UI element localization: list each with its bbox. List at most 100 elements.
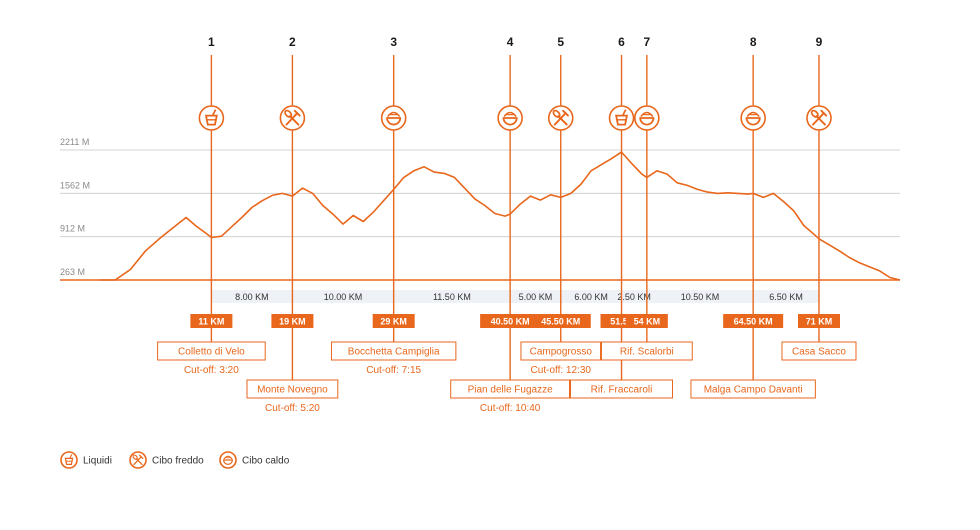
station-name: Malga Campo Davanti: [704, 385, 803, 396]
km-badge-label: 51.50: [610, 317, 633, 327]
grid: 2211 M 1562 M 912 M 263 M: [60, 137, 900, 281]
elevation-profile: [100, 151, 901, 281]
segment-distance-label: 6.00 KM: [574, 292, 608, 302]
cibo-caldo-icon: [634, 105, 660, 131]
liquidi-icon: [608, 105, 635, 131]
station-name: Colletto di Velo: [178, 347, 245, 358]
knife-shape: [135, 458, 143, 466]
station-cutoff: Cut-off: 10:40: [480, 403, 541, 414]
station-name: Pian delle Fugazze: [468, 385, 553, 396]
straw-shape: [211, 109, 217, 116]
km-badge: [625, 314, 668, 328]
station-name-box: [600, 341, 693, 361]
segment-distance-label: 11.50 KM: [433, 292, 471, 302]
km-badge-label: 29 KM: [380, 317, 407, 327]
knife-blade: [132, 454, 138, 460]
legend: Liquidi Cibo freddo Cibo caldo: [60, 451, 290, 469]
station-name: Rif. Fraccaroli: [591, 385, 653, 396]
dome-shape: [503, 111, 517, 118]
legend-label: Cibo freddo: [152, 456, 204, 467]
station-4: 4 40.50 KM Pian delle Fugazze Cut-off: 10:4…: [450, 35, 571, 414]
station-9: 9 71 KM Casa Sacco: [781, 35, 857, 361]
bowl-shape: [222, 459, 234, 465]
cibo-freddo-icon: [547, 105, 574, 131]
segment-distance-label: 6.50 KM: [769, 292, 803, 302]
station-name: Rif. Scalorbi: [620, 347, 674, 358]
station-cutoff: Cut-off: 12:30: [531, 365, 592, 376]
station-number: 3: [390, 35, 397, 49]
km-badge-label: 54 KM: [634, 317, 661, 327]
station-name-box: [690, 379, 816, 399]
station-5: 5 45.50 KM Campogrosso Cut-off: 12:30: [520, 35, 602, 376]
knife-shape: [815, 115, 826, 126]
cibo-caldo-icon: [497, 105, 523, 131]
station-name-box: [157, 341, 266, 361]
km-badge: [372, 314, 415, 328]
y-tick-label: 912 M: [60, 224, 85, 234]
station-name-box: [520, 341, 602, 361]
bowl-shape: [745, 117, 761, 126]
station-number: 5: [557, 35, 564, 49]
km-badge: [480, 314, 541, 328]
station-number: 9: [816, 35, 823, 49]
station-name-box: [450, 379, 571, 399]
km-badge-label: 71 KM: [806, 317, 833, 327]
station-3: 3 29 KM Bocchetta Campiglia Cut-off: 7:15: [330, 35, 457, 376]
knife-shape: [557, 115, 568, 126]
fork-head: [138, 454, 144, 460]
station-name: Bocchetta Campiglia: [348, 347, 440, 358]
km-badge-label: 40.50 KM: [491, 317, 530, 327]
elevation-line: [100, 151, 901, 281]
station-2: 2 19 KM Monte Novegno Cut-off: 5:20: [246, 35, 339, 414]
legend-item-liquidi: Liquidi: [60, 451, 112, 469]
fork-head: [293, 109, 301, 117]
station-number: 7: [643, 35, 650, 49]
dome-shape: [746, 111, 760, 118]
legend-label: Liquidi: [83, 456, 112, 467]
station-name: Campogrosso: [530, 347, 593, 358]
dome-shape: [640, 111, 654, 118]
knife-shape: [289, 115, 300, 126]
station-8: 8 64.50 KM Malga Campo Davanti: [690, 35, 816, 399]
legend-item-cibo-freddo: Cibo freddo: [129, 451, 204, 469]
km-badge: [797, 314, 840, 328]
station-number: 8: [750, 35, 757, 49]
station-number: 1: [208, 35, 215, 49]
segment-distance-label: 10.00 KM: [324, 292, 363, 302]
station-name-box: [781, 341, 857, 361]
station-name-box: [330, 341, 457, 361]
station-cutoff: Cut-off: 5:20: [265, 403, 320, 414]
segment-distance-label: 10.50 KM: [681, 292, 720, 302]
station-name: Casa Sacco: [792, 347, 846, 358]
station-7: 7 54 KM Rif. Scalorbi: [600, 35, 693, 361]
cibo-caldo-icon: [219, 451, 237, 469]
dome-shape: [223, 455, 233, 460]
km-badge-label: 19 KM: [279, 317, 306, 327]
y-tick-label: 1562 M: [60, 180, 90, 190]
km-badge-label: 64.50 KM: [734, 317, 773, 327]
segment-distance-label: 5.00 KM: [519, 292, 553, 302]
fork-head: [820, 109, 828, 117]
station-cutoff: Cut-off: 7:15: [366, 365, 421, 376]
cibo-freddo-icon: [279, 105, 306, 131]
dome-shape: [387, 111, 401, 118]
station-number: 4: [507, 35, 514, 49]
segment-distance-label: 2.50 KM: [617, 292, 651, 302]
icon-ring: [198, 105, 225, 131]
icon-ring: [60, 451, 78, 469]
station-number: 6: [618, 35, 625, 49]
knife-blade: [552, 109, 561, 118]
km-badge-label: 11 KM: [198, 317, 224, 327]
station-name: Monte Novegno: [257, 385, 328, 396]
straw-shape: [69, 454, 73, 459]
legend-label: Cibo caldo: [242, 456, 290, 467]
station-cutoff: Cut-off: 3:20: [184, 365, 239, 376]
y-tick-label: 2211 M: [60, 137, 89, 147]
segment-band-bg: [211, 290, 819, 303]
icon-ring: [608, 105, 635, 131]
cibo-caldo-icon: [740, 105, 766, 131]
station-name-box: [246, 379, 339, 399]
cibo-freddo-icon: [129, 451, 147, 469]
bowl-shape: [639, 117, 655, 126]
